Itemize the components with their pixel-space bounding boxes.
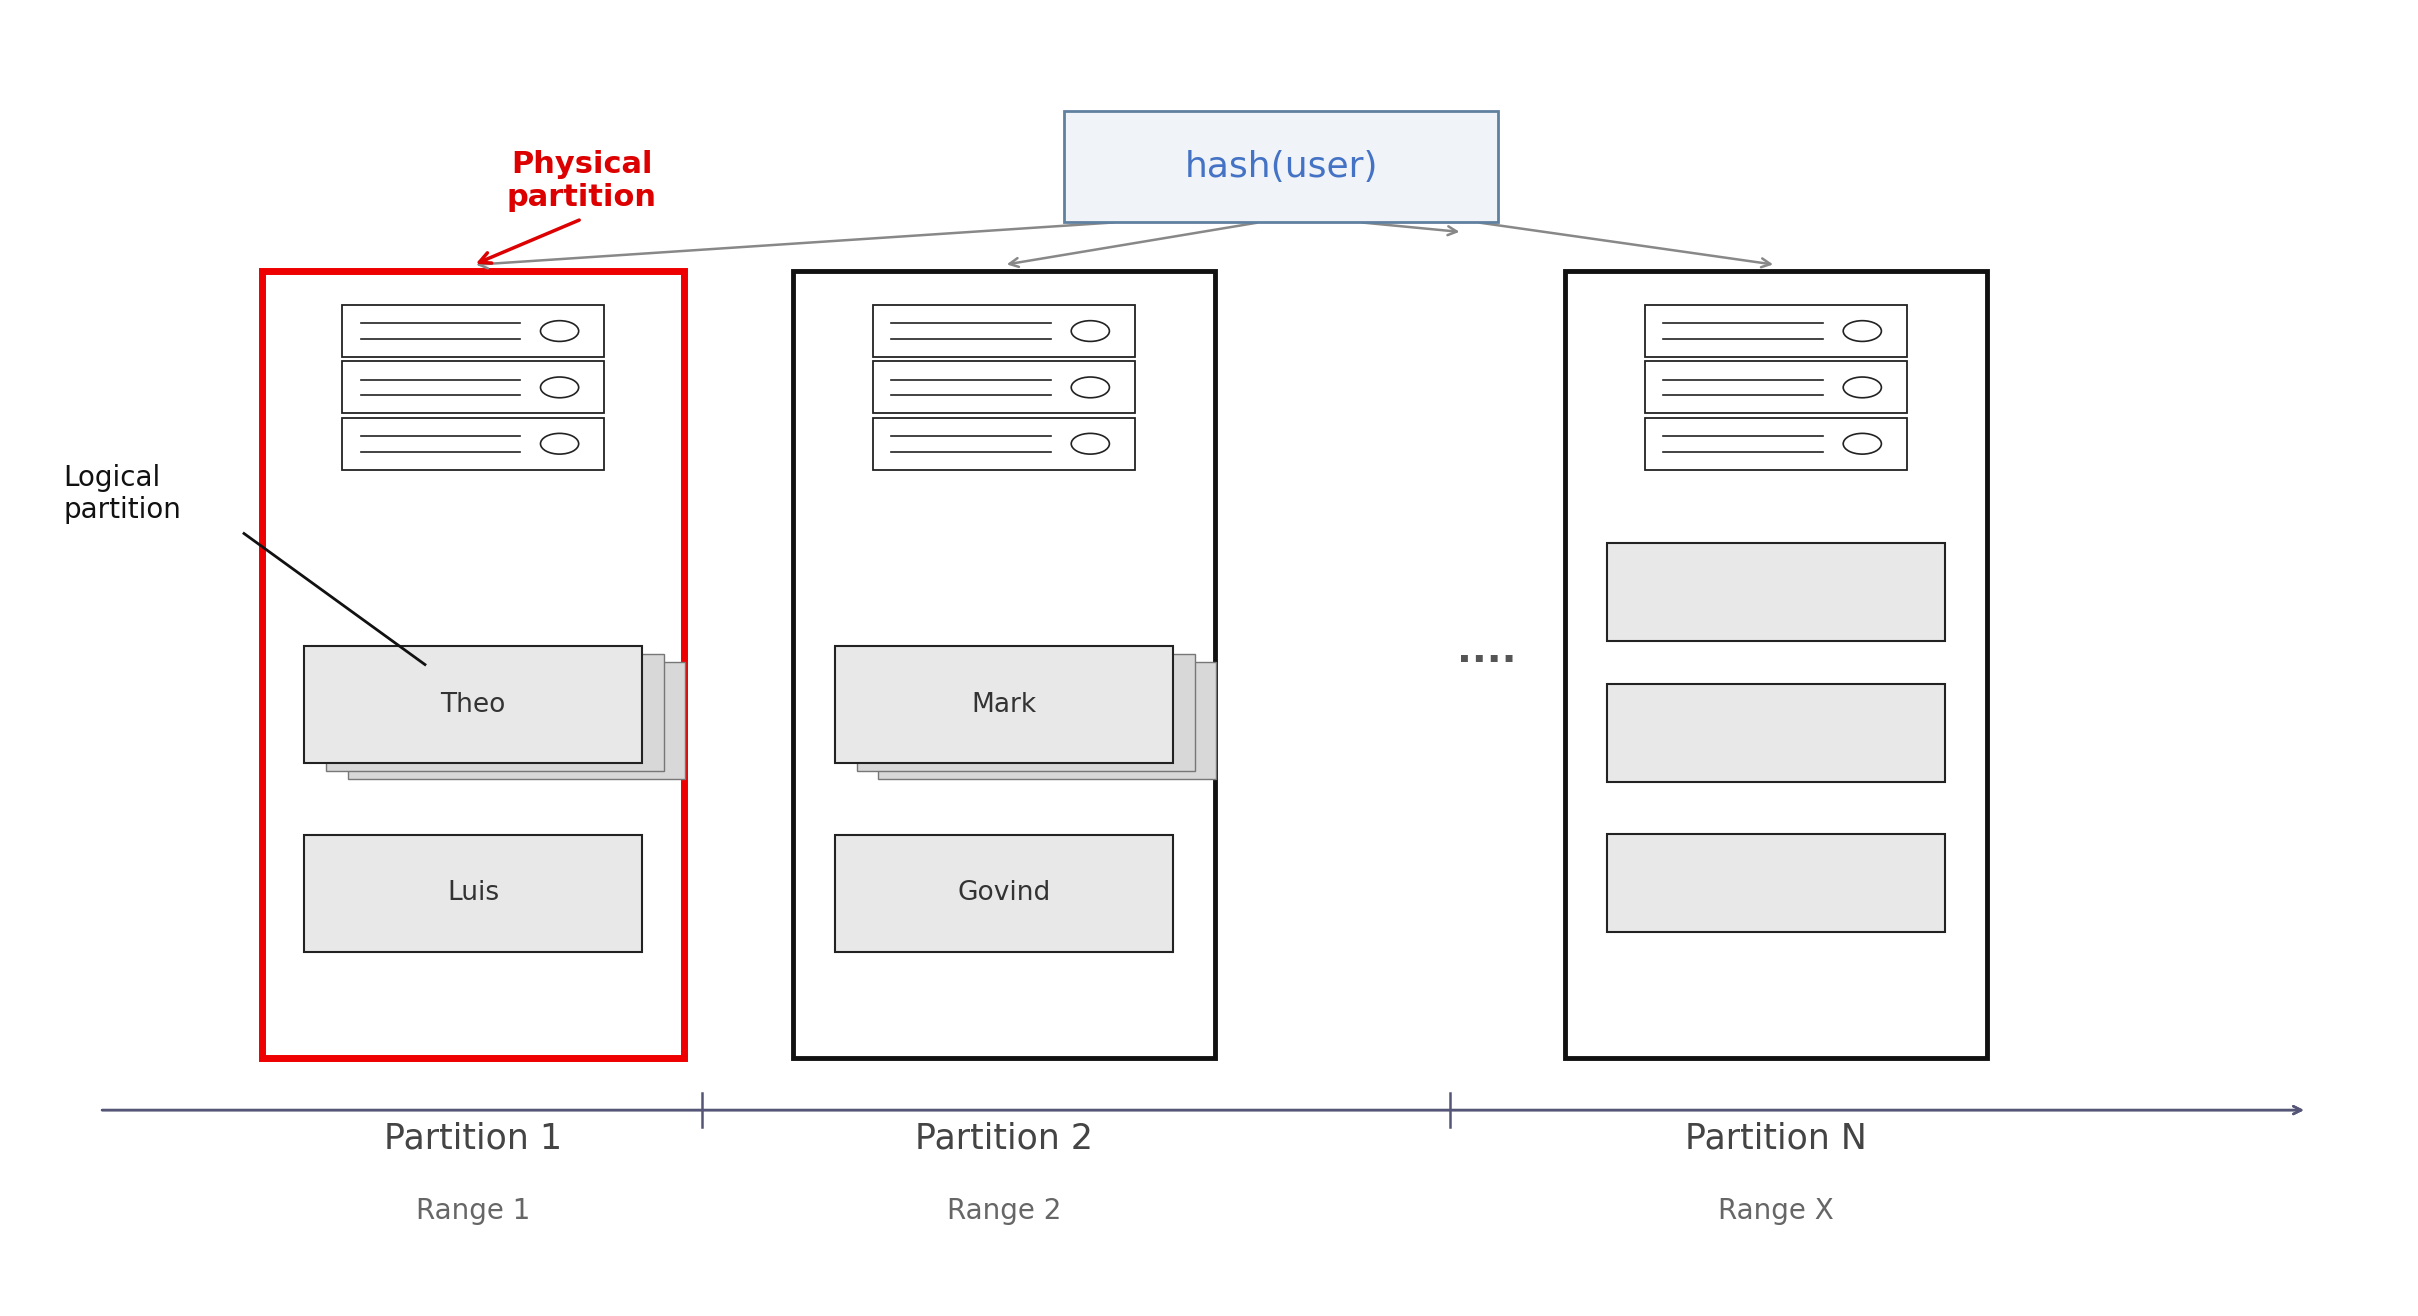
Circle shape xyxy=(542,376,578,397)
Bar xyxy=(1608,684,1944,783)
Text: Mark: Mark xyxy=(972,692,1037,717)
Bar xyxy=(1608,833,1944,932)
Bar xyxy=(1644,305,1908,357)
Bar xyxy=(1064,111,1499,222)
Text: Partition N: Partition N xyxy=(1685,1123,1867,1155)
Bar xyxy=(1644,362,1908,413)
Text: Luis: Luis xyxy=(447,880,498,907)
Bar xyxy=(326,654,665,771)
Text: Govind: Govind xyxy=(958,880,1049,907)
Circle shape xyxy=(1843,321,1881,341)
Circle shape xyxy=(1843,433,1881,454)
Bar xyxy=(1564,271,1988,1058)
Text: Physical
partition: Physical partition xyxy=(508,150,658,212)
Bar xyxy=(834,646,1173,763)
Bar xyxy=(873,417,1134,470)
Bar xyxy=(343,417,604,470)
Text: hash(user): hash(user) xyxy=(1185,150,1378,184)
Bar xyxy=(343,362,604,413)
Text: Logical
partition: Logical partition xyxy=(63,465,181,524)
Circle shape xyxy=(1071,376,1110,397)
Bar xyxy=(1644,417,1908,470)
Text: Range 1: Range 1 xyxy=(416,1198,530,1225)
Text: Partition 2: Partition 2 xyxy=(914,1123,1093,1155)
Bar xyxy=(793,271,1214,1058)
Circle shape xyxy=(542,433,578,454)
Text: Theo: Theo xyxy=(440,692,505,717)
Bar xyxy=(856,654,1194,771)
Bar xyxy=(305,646,643,763)
Circle shape xyxy=(1071,433,1110,454)
Bar xyxy=(261,271,684,1058)
Text: Range X: Range X xyxy=(1719,1198,1833,1225)
Bar xyxy=(348,662,684,779)
Circle shape xyxy=(542,321,578,341)
Bar xyxy=(878,662,1216,779)
Circle shape xyxy=(1843,376,1881,397)
Text: ....: .... xyxy=(1456,633,1516,670)
Bar xyxy=(343,305,604,357)
Bar xyxy=(305,836,643,951)
Text: Partition 1: Partition 1 xyxy=(384,1123,563,1155)
Circle shape xyxy=(1071,321,1110,341)
Text: Range 2: Range 2 xyxy=(948,1198,1062,1225)
Bar xyxy=(873,362,1134,413)
Bar xyxy=(873,305,1134,357)
Bar xyxy=(1608,542,1944,641)
Bar xyxy=(834,836,1173,951)
